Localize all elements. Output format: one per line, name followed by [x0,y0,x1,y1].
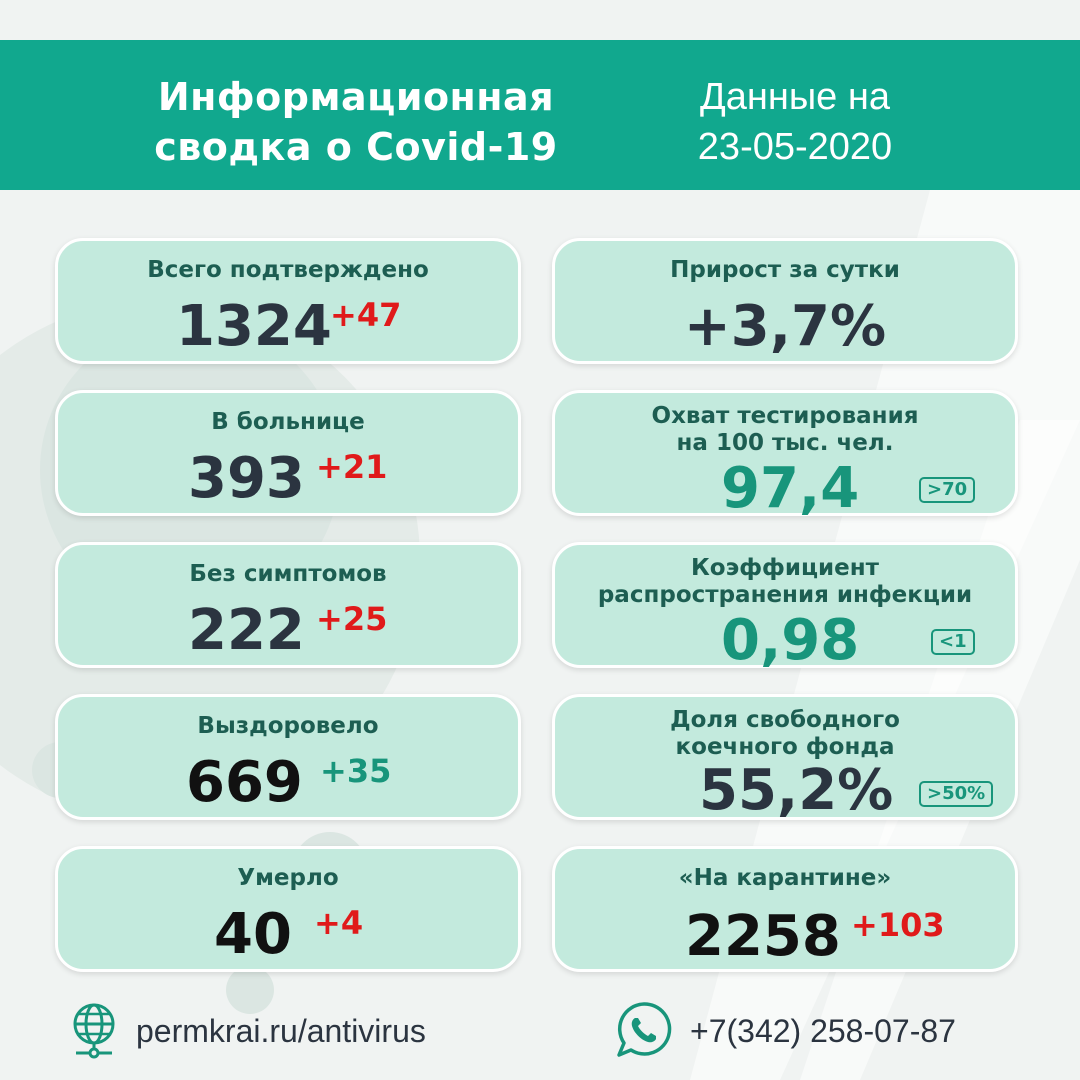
quarantine-value: 2258 [685,904,841,969]
card-spread-coefficient: Коэффициент распространения инфекции 0,9… [552,542,1018,673]
card-label: В больнице [211,409,365,435]
card-recovered: Выздоровело 669 +35 [55,694,521,820]
card-quarantine: «На карантине» 2258 +103 [552,846,1018,972]
card-label: Доля свободного коечного фонда [555,707,1015,761]
card-daily-growth: Прирост за сутки +3,7% [552,238,1018,364]
report-date: Данные на 23-05-2020 [630,72,960,172]
footer-website[interactable]: permkrai.ru/antivirus [70,1000,510,1060]
spread-threshold-badge: <1 [931,629,975,655]
hospital-value: 393 [188,446,305,511]
confirmed-delta: +47 [330,296,402,334]
title-line-1: Информационная [157,75,555,119]
card-confirmed: Всего подтверждено 1324 +47 [55,238,521,364]
card-label: Всего подтверждено [147,257,429,283]
label-line-2: распространения инфекции [597,582,973,608]
card-hospital: В больнице 393 +21 [55,390,521,516]
card-label: Охват тестирования на 100 тыс. чел. [555,403,1015,457]
title-line-2: сводка о Covid-19 [154,125,558,169]
card-label: Прирост за сутки [670,257,900,283]
confirmed-value: 1324 [176,294,332,359]
date-line-1: Данные на [700,76,890,118]
no-symptoms-delta: +25 [316,600,388,638]
label-line-2: коечного фонда [675,734,895,760]
globe-icon [73,1003,115,1059]
quarantine-delta: +103 [851,906,945,944]
label-line-1: Доля свободного [670,707,900,733]
card-no-symptoms: Без симптомов 222 +25 [55,542,521,668]
label-line-1: Охват тестирования [651,403,919,429]
card-testing-coverage: Охват тестирования на 100 тыс. чел. 97,4… [552,390,1018,521]
card-free-beds: Доля свободного коечного фонда 55,2% >50… [552,694,1018,823]
phone-number[interactable]: +7(342) 258-07-87 [690,1013,956,1049]
died-value: 40 [214,902,292,967]
free-beds-value: 55,2% [699,758,894,823]
spread-value: 0,98 [721,608,860,673]
card-label: Коэффициент распространения инфекции [555,555,1015,609]
testing-threshold-badge: >70 [919,477,976,503]
date-line-2: 23-05-2020 [697,126,893,168]
card-label: «На карантине» [678,865,892,891]
label-line-2: на 100 тыс. чел. [676,430,894,456]
card-died: Умерло 40 +4 [55,846,521,972]
page-title: Информационная сводка о Covid-19 [96,72,616,172]
daily-growth-value: +3,7% [683,294,887,359]
free-beds-threshold-badge: >50% [919,781,994,807]
no-symptoms-value: 222 [188,598,305,663]
label-line-1: Коэффициент [691,555,879,581]
whatsapp-icon [617,1002,672,1057]
hospital-delta: +21 [316,448,388,486]
recovered-value: 669 [186,750,303,815]
testing-value: 97,4 [721,456,860,521]
card-label: Выздоровело [197,713,379,739]
died-delta: +4 [314,904,364,942]
recovered-delta: +35 [320,752,392,790]
footer-phone[interactable]: +7(342) 258-07-87 [614,1000,1014,1060]
header-band [0,40,1080,190]
website-link[interactable]: permkrai.ru/antivirus [136,1013,426,1049]
card-label: Без симптомов [189,561,387,587]
card-label: Умерло [237,865,339,891]
